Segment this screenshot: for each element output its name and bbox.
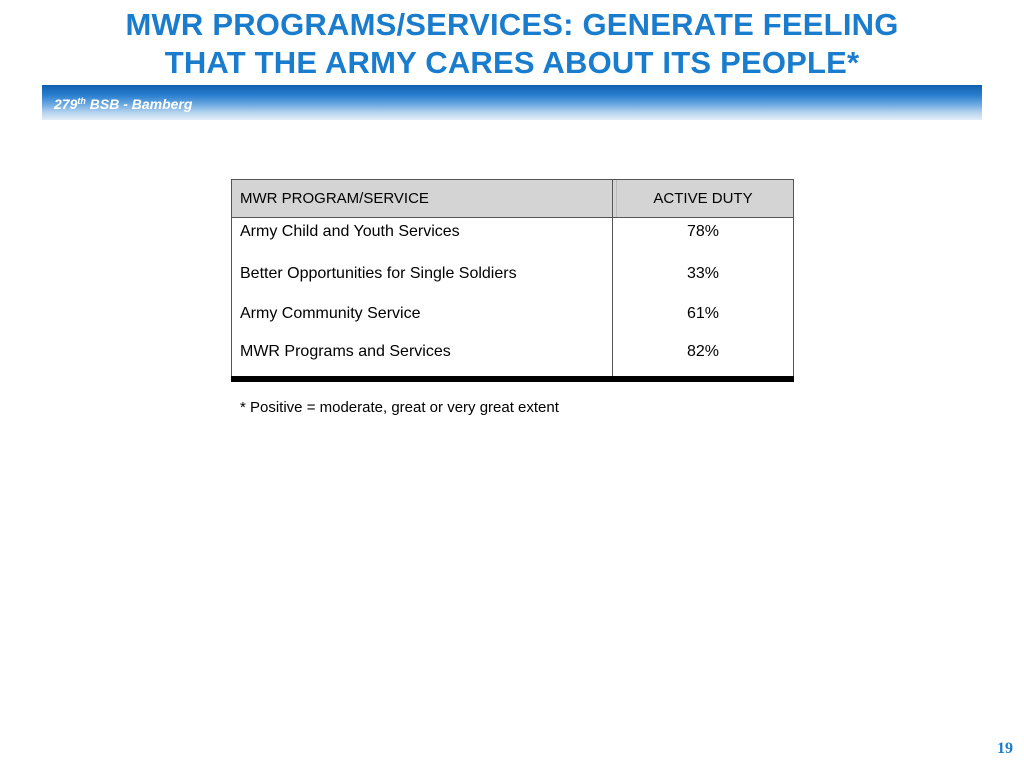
table-row: MWR Programs and Services 82% xyxy=(232,342,793,362)
column-divider xyxy=(612,180,613,377)
active-duty-cell: 61% xyxy=(686,305,720,322)
banner-label-number: 279 xyxy=(54,96,78,112)
slide-title-line-1: MWR PROGRAMS/SERVICES: GENERATE FEELING xyxy=(125,7,899,42)
footnote: * Positive = moderate, great or very gre… xyxy=(240,399,559,416)
header-column-divider xyxy=(616,180,617,217)
program-cell: Better Opportunities for Single Soldiers xyxy=(240,265,517,282)
active-duty-cell: 82% xyxy=(686,343,720,360)
active-duty-cell: 33% xyxy=(686,265,720,282)
page-number: 19 xyxy=(997,740,1013,757)
slide-title-line-2: THAT THE ARMY CARES ABOUT ITS PEOPLE* xyxy=(164,45,860,80)
table-header-row: MWR PROGRAM/SERVICE ACTIVE DUTY xyxy=(232,180,793,218)
programs-table: MWR PROGRAM/SERVICE ACTIVE DUTY Army Chi… xyxy=(231,179,794,382)
slide-title: MWR PROGRAMS/SERVICES: GENERATE FEELING … xyxy=(0,6,1024,82)
program-cell: Army Child and Youth Services xyxy=(240,223,460,240)
column-header-program: MWR PROGRAM/SERVICE xyxy=(240,190,429,207)
banner-label-unit: BSB - Bamberg xyxy=(85,96,193,112)
table-row: Army Community Service 61% xyxy=(232,304,793,324)
banner-label: 279th BSB - Bamberg xyxy=(54,96,192,112)
banner-label-superscript: th xyxy=(77,96,86,106)
active-duty-cell: 78% xyxy=(686,223,720,240)
column-header-active-duty: ACTIVE DUTY xyxy=(653,190,753,207)
table-row: Better Opportunities for Single Soldiers… xyxy=(232,264,793,284)
program-cell: Army Community Service xyxy=(240,305,421,322)
table-row: Army Child and Youth Services 78% xyxy=(232,222,793,242)
table-bottom-rule xyxy=(231,376,794,382)
header-banner: 279th BSB - Bamberg xyxy=(42,85,982,120)
program-cell: MWR Programs and Services xyxy=(240,343,451,360)
